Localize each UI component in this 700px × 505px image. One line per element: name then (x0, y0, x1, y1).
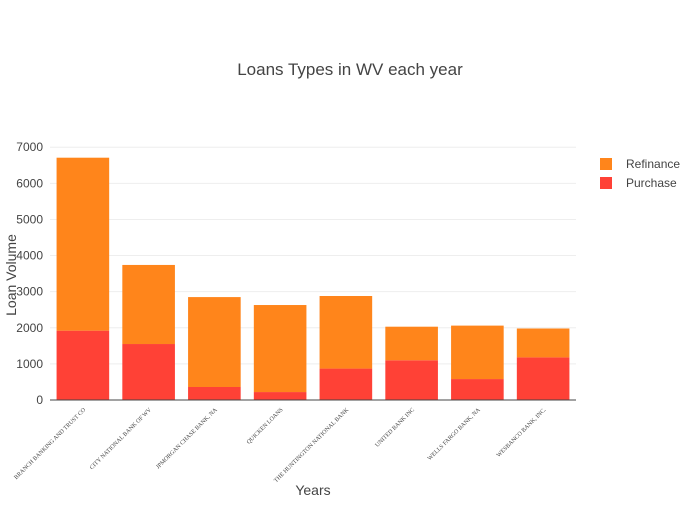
legend-item-purchase[interactable]: Purchase (600, 176, 677, 190)
bar-purchase-1[interactable] (122, 344, 175, 400)
bar-refinance-7[interactable] (516, 328, 570, 358)
x-tick-label: JPMORGAN CHASE BANK, NA (155, 407, 219, 471)
bar-refinance-4[interactable] (319, 296, 373, 369)
y-tick-label: 6000 (16, 176, 43, 190)
bar-refinance-6[interactable] (451, 325, 504, 380)
bar-purchase-0[interactable] (56, 330, 110, 400)
legend-item-refinance[interactable]: Refinance (600, 157, 680, 171)
legend-label: Purchase (626, 176, 677, 190)
bar-refinance-5[interactable] (385, 326, 438, 361)
legend-swatch (600, 158, 612, 170)
x-tick-label: BRANCH BANKING AND TRUST CO (13, 407, 87, 481)
y-tick-label: 0 (36, 393, 43, 407)
x-tick-label: WESBANCO BANK, INC. (496, 407, 548, 459)
y-tick-label: 2000 (16, 321, 43, 335)
y-axis-title: Loan Volume (3, 234, 19, 316)
bar-purchase-3[interactable] (253, 392, 307, 400)
x-tick-label: CITY NATIONAL BANK OF WV (89, 407, 153, 471)
x-tick-label: UNITED BANK INC (375, 407, 416, 448)
y-tick-label: 7000 (16, 140, 43, 154)
y-tick-label: 3000 (16, 285, 43, 299)
legend-label: Refinance (626, 157, 680, 171)
bar-refinance-0[interactable] (56, 157, 110, 331)
x-tick-label: QUICKEN LOANS (246, 407, 285, 446)
x-tick-labels: BRANCH BANKING AND TRUST CO CITY NATIONAL… (13, 407, 547, 484)
legend[interactable]: Refinance Purchase (600, 157, 680, 190)
bar-purchase-7[interactable] (516, 357, 570, 400)
bar-refinance-2[interactable] (188, 297, 241, 387)
y-tick-labels: 0 1000 2000 3000 4000 5000 6000 7000 (16, 140, 43, 407)
bar-purchase-5[interactable] (385, 360, 438, 400)
x-tick-label: THE HUNTINGTON NATIONAL BANK (273, 407, 350, 484)
y-tick-label: 1000 (16, 357, 43, 371)
x-axis-title: Years (295, 482, 330, 498)
bar-purchase-2[interactable] (188, 387, 241, 400)
bar-refinance-3[interactable] (253, 305, 307, 393)
y-tick-label: 5000 (16, 212, 43, 226)
legend-swatch (600, 177, 612, 189)
bar-refinance-1[interactable] (122, 264, 175, 345)
x-tick-label: WELLS FARGO BANK, NA (427, 407, 482, 462)
bars-layer (56, 157, 570, 400)
y-tick-label: 4000 (16, 249, 43, 263)
bar-purchase-6[interactable] (451, 379, 504, 400)
bar-purchase-4[interactable] (319, 368, 373, 400)
chart-title: Loans Types in WV each year (237, 60, 463, 79)
